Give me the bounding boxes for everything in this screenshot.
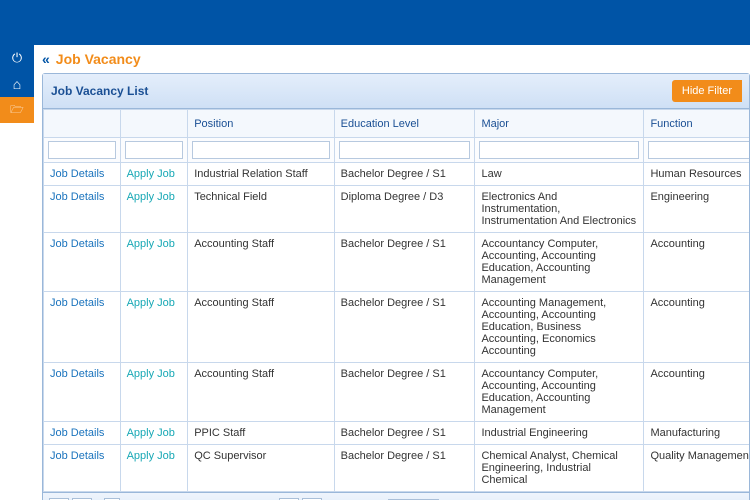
cell-position: Industrial Relation Staff [188,163,334,186]
header-row: Position Education Level Major Function … [44,110,750,138]
cell-major: Accountancy Computer, Accounting, Accoun… [475,233,644,292]
apply-job-link[interactable]: Apply Job [127,238,175,250]
job-details-link[interactable]: Job Details [50,427,104,439]
cell-education: Diploma Degree / D3 [334,186,475,233]
cell-education: Bachelor Degree / S1 [334,445,475,492]
table-row: Job Details Apply Job QC SupervisorBachelo… [44,445,750,492]
apply-job-link[interactable]: Apply Job [127,427,175,439]
cell-education: Bachelor Degree / S1 [334,422,475,445]
apply-job-link[interactable]: Apply Job [127,191,175,203]
hide-filter-button[interactable]: Hide Filter [672,80,742,102]
sidebar-folder[interactable]: 🗁 [0,97,34,123]
apply-job-link[interactable]: Apply Job [127,168,175,180]
apply-job-link[interactable]: Apply Job [127,297,175,309]
cell-major: Chemical Analyst, Chemical Engineering, … [475,445,644,492]
cell-function: Human Resources [644,163,749,186]
cell-education: Bachelor Degree / S1 [334,233,475,292]
power-icon: ⏻ [12,50,22,66]
page-title: Job Vacancy [56,51,141,67]
table-row: Job Details Apply Job Industrial Relation … [44,163,750,186]
panel-title: Job Vacancy List [51,84,148,98]
cell-position: Accounting Staff [188,363,334,422]
page-title-row: « Job Vacancy [42,49,750,73]
col-header-details[interactable] [44,110,121,138]
col-header-position[interactable]: Position [188,110,334,138]
job-details-link[interactable]: Job Details [50,368,104,380]
folder-open-icon: 🗁 [10,101,24,120]
cell-education: Bachelor Degree / S1 [334,292,475,363]
grid-wrapper: Position Education Level Major Function … [43,109,749,492]
filter-function[interactable] [648,141,749,159]
cell-function: Manufacturing [644,422,749,445]
filter-major[interactable] [479,141,639,159]
cell-function: Quality Management [644,445,749,492]
panel-header: Job Vacancy List Hide Filter [43,74,749,109]
cell-major: Accountancy Computer, Accounting, Accoun… [475,363,644,422]
pager: ▮◂ ◂ 123456789 ... ▸ ▸▮ Page size: 10 ▼ [43,492,749,500]
job-details-link[interactable]: Job Details [50,450,104,462]
col-header-function[interactable]: Function [644,110,749,138]
sidebar-home[interactable]: ⌂ [0,71,34,97]
back-button[interactable]: « [42,51,50,67]
job-details-link[interactable]: Job Details [50,238,104,250]
cell-major: Law [475,163,644,186]
cell-position: Accounting Staff [188,233,334,292]
top-bar [0,0,750,45]
filter-details[interactable] [48,141,116,159]
content-area: « Job Vacancy Job Vacancy List Hide Filt… [34,45,750,500]
cell-education: Bachelor Degree / S1 [334,363,475,422]
sidebar: ⏻ ⌂ 🗁 [0,45,34,500]
col-header-major[interactable]: Major [475,110,644,138]
filter-apply[interactable] [125,141,184,159]
table-row: Job Details Apply Job Accounting StaffBach… [44,292,750,363]
table-row: Job Details Apply Job Accounting StaffBach… [44,363,750,422]
col-header-education[interactable]: Education Level [334,110,475,138]
filter-education[interactable] [339,141,471,159]
cell-major: Accounting Management, Accounting, Accou… [475,292,644,363]
cell-function: Accounting [644,363,749,422]
cell-position: QC Supervisor [188,445,334,492]
filter-row [44,138,750,163]
cell-major: Electronics And Instrumentation, Instrum… [475,186,644,233]
cell-major: Industrial Engineering [475,422,644,445]
table-row: Job Details Apply Job PPIC StaffBachelor D… [44,422,750,445]
sidebar-power[interactable]: ⏻ [0,45,34,71]
table-row: Job Details Apply Job Technical FieldDiplo… [44,186,750,233]
cell-position: PPIC Staff [188,422,334,445]
job-details-link[interactable]: Job Details [50,191,104,203]
grid-panel: Job Vacancy List Hide Filter Position Ed… [42,73,750,500]
home-icon: ⌂ [13,76,21,92]
cell-function: Accounting [644,292,749,363]
col-header-apply[interactable] [120,110,188,138]
cell-position: Accounting Staff [188,292,334,363]
apply-job-link[interactable]: Apply Job [127,450,175,462]
job-details-link[interactable]: Job Details [50,168,104,180]
vacancy-table: Position Education Level Major Function … [43,109,749,492]
apply-job-link[interactable]: Apply Job [127,368,175,380]
cell-function: Engineering [644,186,749,233]
cell-education: Bachelor Degree / S1 [334,163,475,186]
cell-position: Technical Field [188,186,334,233]
filter-position[interactable] [192,141,329,159]
table-row: Job Details Apply Job Accounting StaffBach… [44,233,750,292]
job-details-link[interactable]: Job Details [50,297,104,309]
cell-function: Accounting [644,233,749,292]
